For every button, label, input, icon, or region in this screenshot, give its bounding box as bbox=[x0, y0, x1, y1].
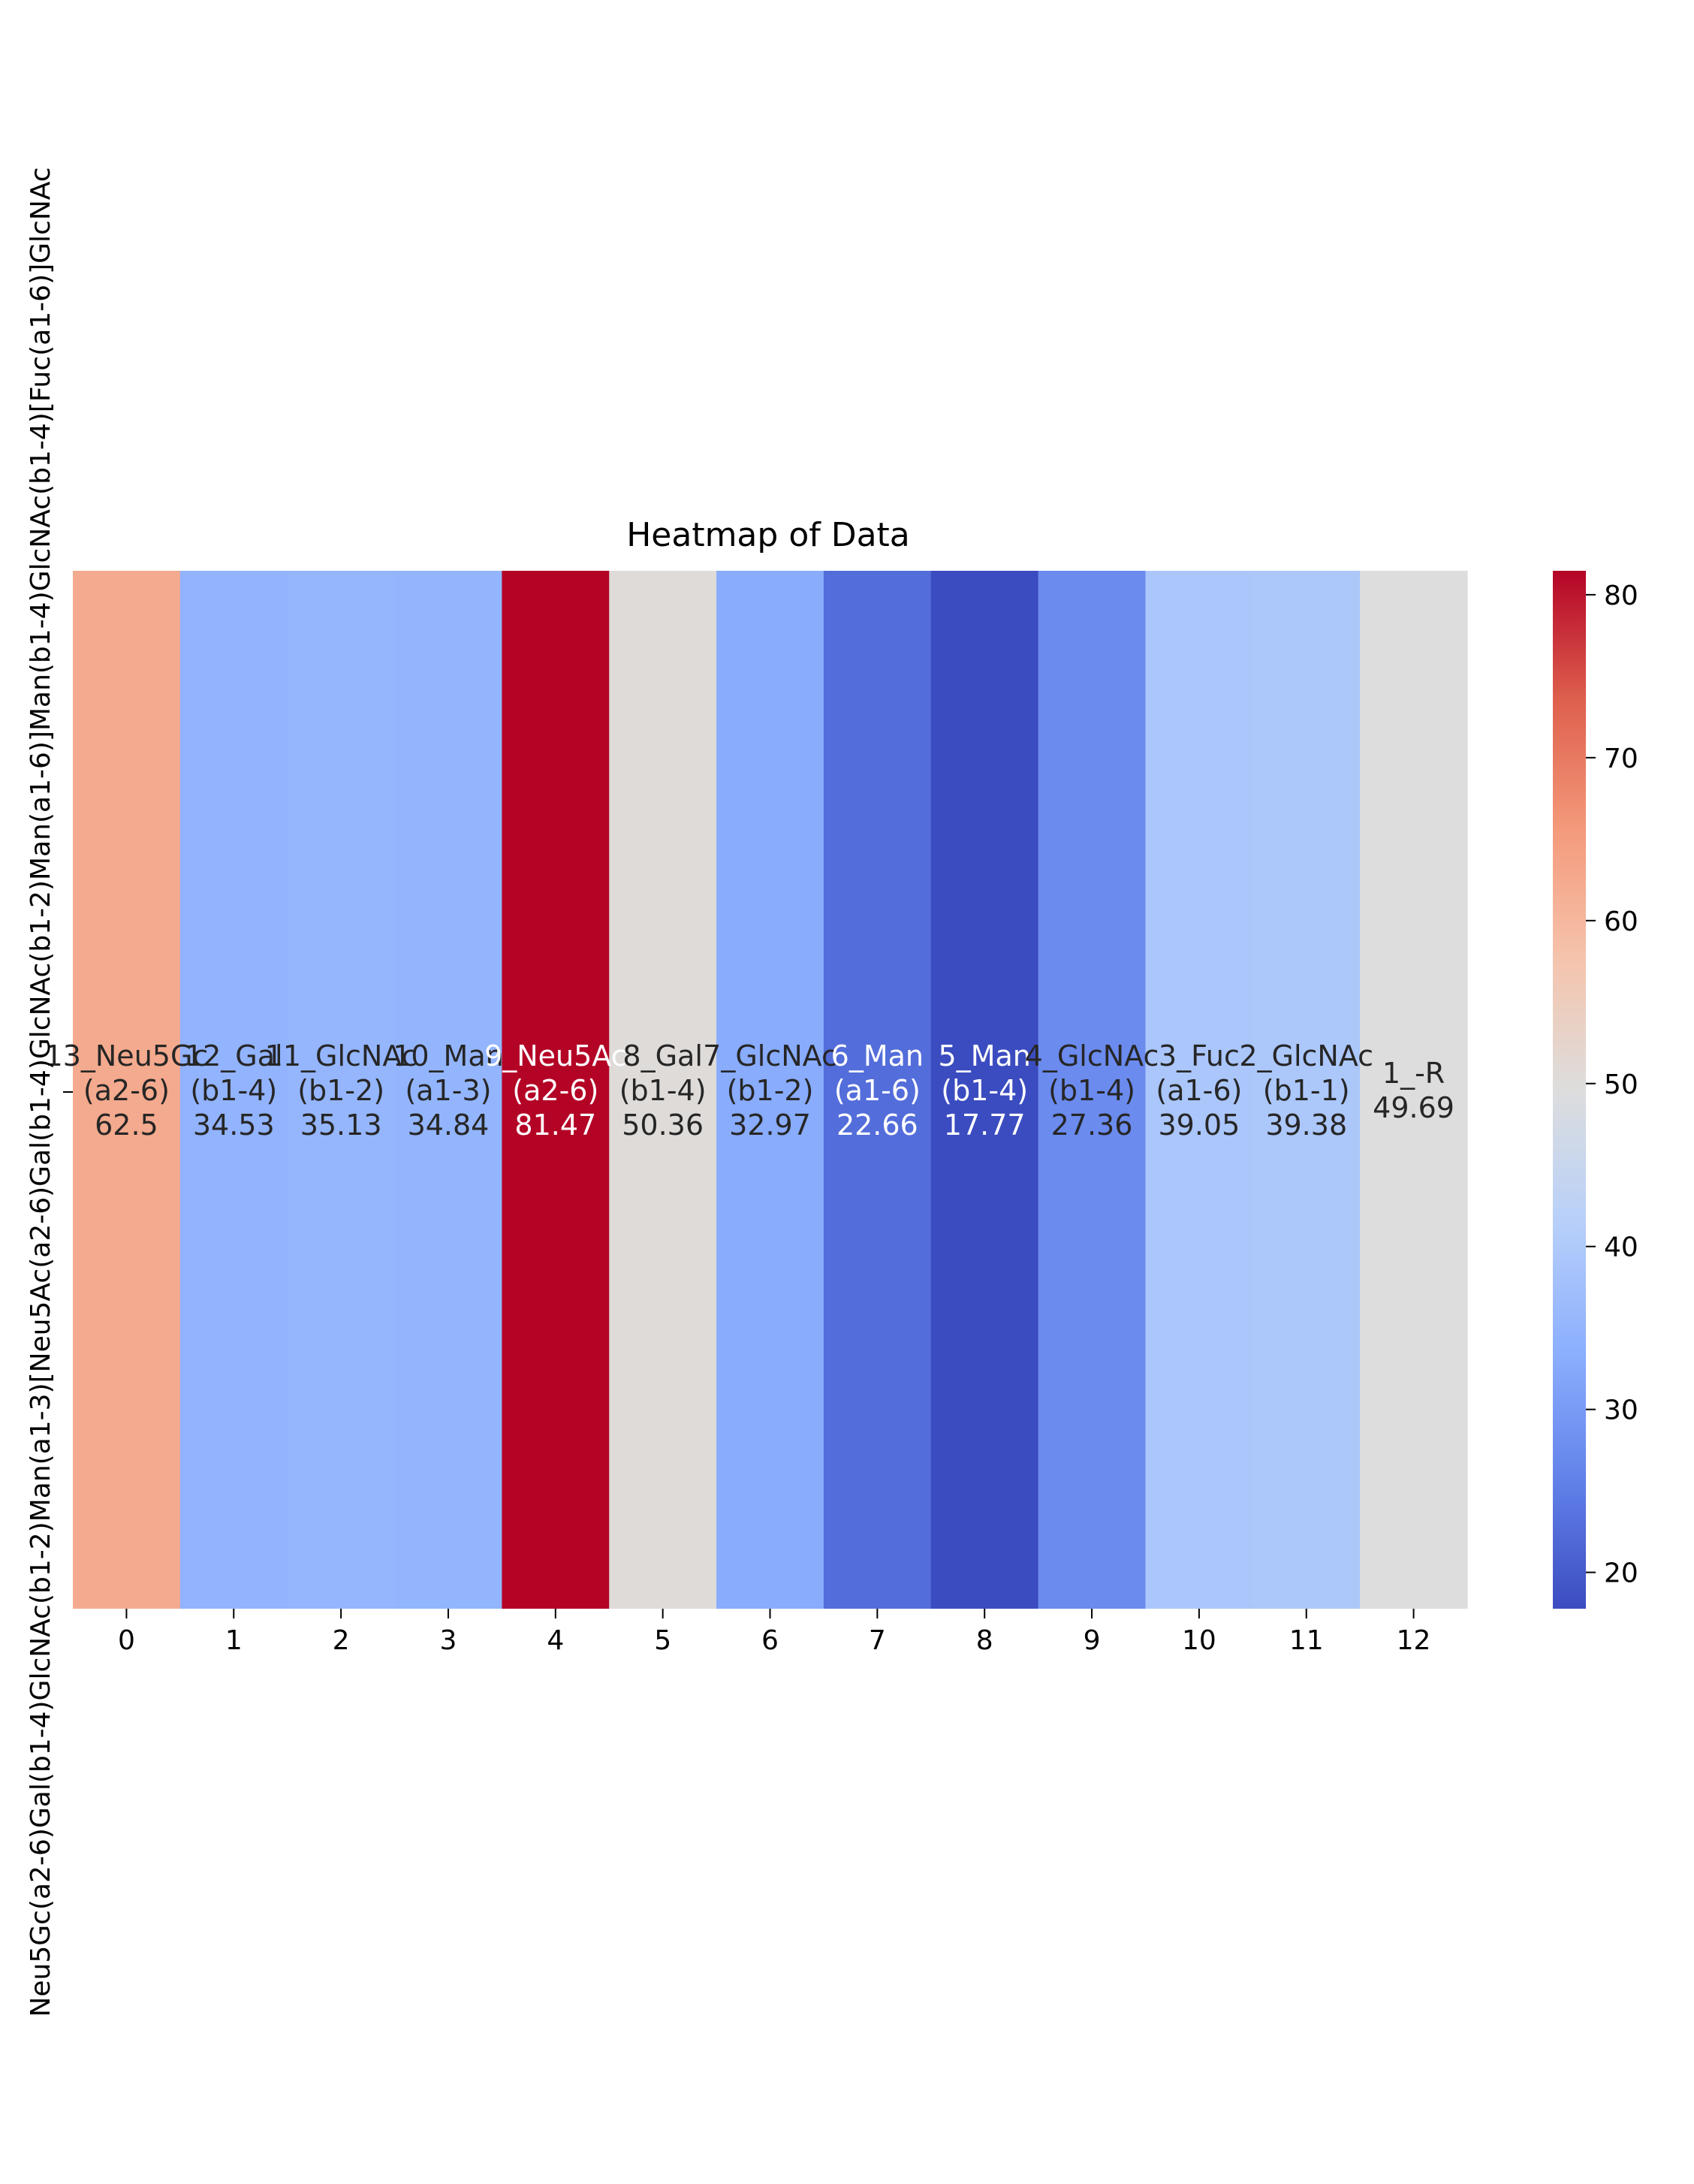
cell-name-label: (b1-2) bbox=[727, 1074, 814, 1107]
x-tick-label: 1 bbox=[225, 1625, 243, 1656]
cell-value-label: 50.36 bbox=[622, 1109, 704, 1142]
heatmap-cell bbox=[502, 571, 610, 1609]
cell-value-label: 49.69 bbox=[1373, 1091, 1454, 1124]
x-tick-label: 5 bbox=[654, 1625, 671, 1656]
cell-value-label: 35.13 bbox=[300, 1109, 382, 1142]
cell-value-label: 39.05 bbox=[1158, 1109, 1240, 1142]
colorbar-tick-label: 20 bbox=[1604, 1558, 1638, 1589]
x-tick-label: 9 bbox=[1084, 1625, 1101, 1656]
cell-name-label: (b1-4) bbox=[190, 1074, 277, 1107]
cell-name-label: 1_-R bbox=[1382, 1057, 1445, 1090]
cell-annotations: 13_Neu5Gc(a2-6)62.512_Gal(b1-4)34.5311_G… bbox=[45, 1039, 1454, 1142]
colorbar-tick-label: 70 bbox=[1604, 744, 1638, 774]
cell-name-label: (a2-6) bbox=[83, 1074, 170, 1107]
x-tick-label: 10 bbox=[1182, 1625, 1216, 1656]
cell-name-label: 8_Gal bbox=[622, 1039, 702, 1072]
cell-value-label: 17.77 bbox=[944, 1109, 1026, 1142]
x-tick-label: 2 bbox=[333, 1625, 350, 1656]
x-tick-label: 12 bbox=[1397, 1625, 1431, 1656]
y-tick-label: Neu5Gc(a2-6)Gal(b1-4)GlcNAc(b1-2)Man(a1-… bbox=[26, 167, 56, 2017]
cell-name-label: (b1-2) bbox=[297, 1074, 384, 1107]
heatmap-cell bbox=[1252, 571, 1361, 1609]
heatmap-cell bbox=[823, 571, 932, 1609]
cell-value-label: 32.97 bbox=[729, 1109, 811, 1142]
heatmap-cell bbox=[716, 571, 824, 1609]
cell-name-label: 2_GlcNAc bbox=[1239, 1039, 1373, 1072]
x-tick-label: 3 bbox=[440, 1625, 457, 1656]
heatmap-cell bbox=[1038, 571, 1147, 1609]
x-tick-label: 4 bbox=[547, 1625, 564, 1656]
x-tick-label: 6 bbox=[761, 1625, 779, 1656]
cell-name-label: 7_GlcNAc bbox=[703, 1039, 837, 1072]
chart-title: Heatmap of Data bbox=[626, 516, 910, 554]
cell-name-label: 12_Gal bbox=[185, 1039, 283, 1072]
x-tick-label: 7 bbox=[869, 1625, 886, 1656]
cell-name-label: (b1-4) bbox=[619, 1074, 707, 1107]
cell-name-label: (a2-6) bbox=[512, 1074, 598, 1107]
cell-value-label: 62.5 bbox=[95, 1109, 158, 1142]
cell-name-label: (b1-1) bbox=[1263, 1074, 1350, 1107]
heatmap-cell bbox=[179, 571, 288, 1609]
cell-name-label: (a1-6) bbox=[834, 1074, 921, 1107]
cell-name-label: 6_Man bbox=[831, 1039, 924, 1072]
cell-name-label: 4_GlcNAc bbox=[1025, 1039, 1159, 1072]
cell-name-label: 3_Fuc bbox=[1159, 1039, 1240, 1072]
x-tick-label: 0 bbox=[118, 1625, 135, 1656]
cell-value-label: 22.66 bbox=[836, 1109, 918, 1142]
colorbar-tick-label: 50 bbox=[1604, 1069, 1638, 1100]
heatmap-cell bbox=[609, 571, 717, 1609]
heatmap-cells bbox=[73, 571, 1468, 1609]
cell-value-label: 81.47 bbox=[514, 1109, 596, 1142]
cell-name-label: 10_Man bbox=[393, 1039, 504, 1072]
x-tick-label: 8 bbox=[976, 1625, 993, 1656]
colorbar-tick-label: 30 bbox=[1604, 1395, 1638, 1426]
x-tick-label: 11 bbox=[1289, 1625, 1324, 1656]
heatmap-cell bbox=[287, 571, 396, 1609]
heatmap-cell bbox=[1145, 571, 1253, 1609]
cell-name-label: 5_Man bbox=[939, 1039, 1031, 1072]
y-axis: Neu5Gc(a2-6)Gal(b1-4)GlcNAc(b1-2)Man(a1-… bbox=[26, 167, 73, 2017]
heatmap-cell bbox=[930, 571, 1039, 1609]
x-axis: 0 1 2 3 4 5 6 7 8 9 10 11 12 bbox=[118, 1609, 1431, 1656]
colorbar-tick-label: 60 bbox=[1604, 906, 1638, 937]
cell-value-label: 39.38 bbox=[1265, 1109, 1347, 1142]
cell-name-label: (a1-6) bbox=[1156, 1074, 1242, 1107]
heatmap-cell bbox=[73, 571, 181, 1609]
cell-name-label: (b1-4) bbox=[1048, 1074, 1135, 1107]
heatmap-cell bbox=[394, 571, 502, 1609]
cell-value-label: 34.84 bbox=[408, 1109, 490, 1142]
cell-name-label: (b1-4) bbox=[941, 1074, 1028, 1107]
cell-name-label: 11_GlcNAc bbox=[265, 1039, 417, 1072]
colorbar-tick-label: 40 bbox=[1604, 1232, 1638, 1263]
heatmap-cell bbox=[1360, 571, 1468, 1609]
colorbar-tick-label: 80 bbox=[1604, 581, 1638, 611]
cell-name-label: 13_Neu5Gc bbox=[45, 1039, 209, 1072]
cell-value-label: 27.36 bbox=[1051, 1109, 1133, 1142]
colorbar-scale bbox=[1553, 571, 1586, 1609]
colorbar: 20 30 40 50 60 70 80 bbox=[1553, 571, 1638, 1609]
cell-name-label: 9_Neu5Ac bbox=[484, 1039, 626, 1072]
cell-value-label: 34.53 bbox=[193, 1109, 275, 1142]
cell-name-label: (a1-3) bbox=[405, 1074, 491, 1107]
